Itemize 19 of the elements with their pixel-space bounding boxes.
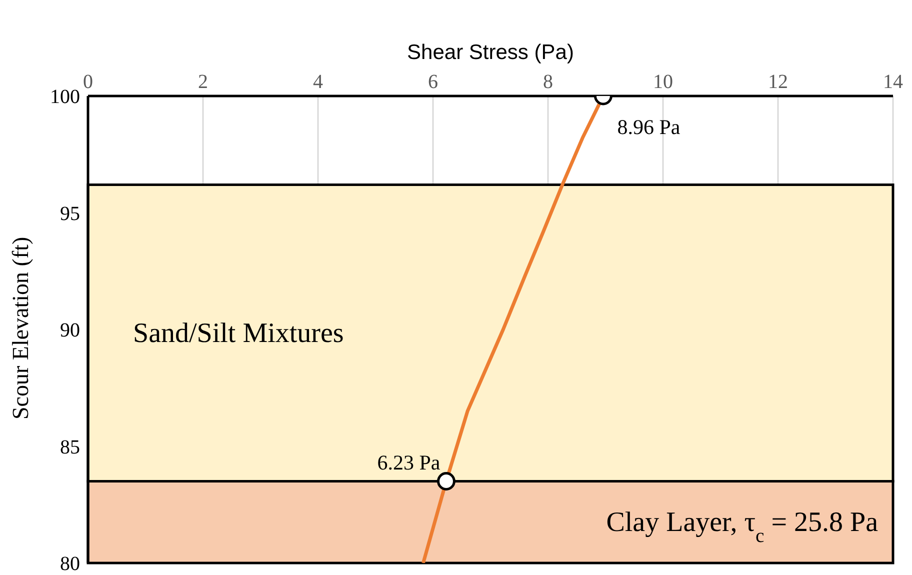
y-tick-label: 95 bbox=[60, 202, 80, 225]
y-tick-label: 85 bbox=[60, 436, 80, 458]
x-tick-label: 0 bbox=[83, 71, 93, 93]
y-tick-label: 80 bbox=[60, 553, 80, 575]
x-tick-label: 12 bbox=[768, 71, 788, 93]
y-axis-title: Scour Elevation (ft) bbox=[8, 236, 34, 420]
band-label: Clay Layer, τ$_{c}$ = 25.8 Pa bbox=[606, 507, 879, 547]
x-tick-label: 14 bbox=[883, 71, 903, 93]
annotation: 6.23 Pa bbox=[377, 450, 441, 474]
y-tick-label: 90 bbox=[60, 320, 80, 342]
band-label: Sand/Silt Mixtures bbox=[133, 318, 344, 350]
x-tick-label: 10 bbox=[653, 71, 673, 93]
x-tick-label: 8 bbox=[543, 71, 553, 93]
y-tick-label: 100 bbox=[50, 86, 80, 108]
x-tick-label: 6 bbox=[428, 71, 438, 93]
annotation: 8.96 Pa bbox=[617, 115, 681, 139]
x-tick-label: 2 bbox=[198, 71, 208, 93]
x-axis-title: Shear Stress (Pa) bbox=[407, 40, 574, 64]
x-tick-label: 4 bbox=[313, 71, 323, 93]
